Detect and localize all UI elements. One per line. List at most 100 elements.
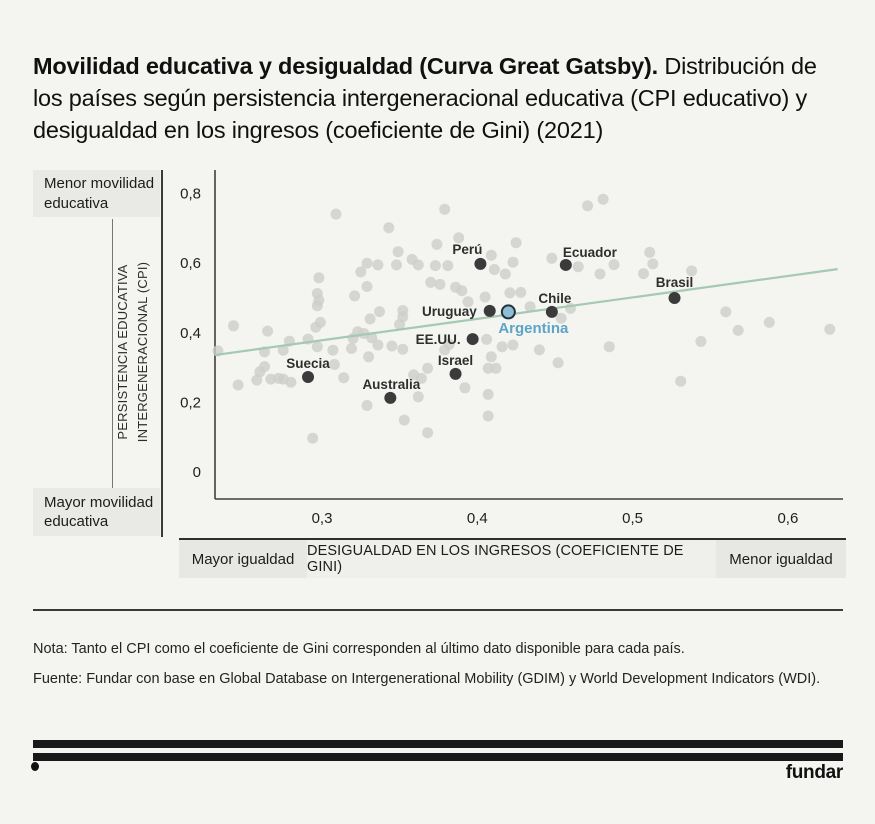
country-point [277, 344, 289, 356]
country-point [397, 343, 409, 355]
point-label-argentina: Argentina [498, 320, 569, 337]
country-point [499, 268, 511, 280]
source-text: Fuente: Fundar con base en Global Databa… [33, 671, 821, 687]
y-tick-label: 0,6 [180, 255, 201, 272]
point-label-eeuu: EE.UU. [416, 332, 461, 347]
highlight-point-argentina [500, 304, 516, 320]
country-point [386, 340, 398, 352]
country-point [504, 287, 516, 299]
country-point [311, 341, 323, 353]
country-point [374, 306, 385, 318]
labeled-point-israel [449, 367, 462, 380]
country-point [285, 376, 297, 388]
point-label-per: Perú [452, 242, 482, 257]
country-point [372, 259, 384, 271]
country-point [546, 252, 558, 264]
footer-divider [33, 609, 843, 611]
country-point [366, 332, 378, 344]
country-point [686, 265, 698, 277]
country-point [488, 264, 500, 275]
note-text: Nota: Tanto el CPI como el coeficiente d… [33, 641, 685, 657]
page-title: Movilidad educativa y desigualdad (Curva… [33, 50, 847, 147]
country-point [429, 260, 441, 272]
point-label-australia: Australia [362, 377, 420, 392]
y-axis-bracket-line [112, 219, 113, 488]
country-point [732, 324, 744, 336]
labeled-point-suecia [302, 370, 315, 383]
point-label-suecia: Suecia [286, 356, 330, 371]
brand-dot [31, 762, 39, 771]
x-tick-label: 0,4 [467, 510, 488, 527]
country-point [485, 351, 497, 363]
country-point [490, 362, 502, 374]
country-point [349, 290, 361, 302]
country-point [479, 291, 491, 303]
country-point [462, 296, 474, 308]
labeled-point-uruguay [483, 304, 496, 317]
country-point [453, 232, 465, 244]
y-axis-title: PERSISTENCIA EDUCATIVA INTERGENERACIONAL… [113, 262, 153, 442]
country-point [572, 261, 584, 273]
country-point [608, 259, 620, 271]
country-point [327, 344, 339, 356]
country-point [412, 259, 424, 271]
country-point [232, 379, 244, 391]
country-point [338, 372, 350, 384]
country-point [496, 341, 508, 353]
y-tick-label: 0,4 [180, 325, 201, 342]
label-mayor-igualdad: Mayor igualdad [179, 540, 307, 578]
country-point [228, 320, 239, 332]
country-point [824, 323, 836, 335]
country-point [415, 372, 427, 384]
country-point [459, 382, 471, 394]
country-point [431, 238, 443, 250]
country-point [695, 336, 707, 347]
country-point [507, 256, 519, 268]
country-point [647, 258, 659, 270]
country-point [422, 362, 434, 374]
scatter-plot: 0,8 0,6 0,4 0,2 0 0,3 0,4 0,5 0,6 Perú Ecuador Bras… [180, 170, 843, 527]
labeled-point-ecuador [559, 258, 572, 271]
country-point [363, 351, 375, 363]
label-mayor-movilidad: Mayor movilidad educativa [33, 488, 160, 536]
y-tick-label: 0,8 [180, 186, 201, 203]
country-point [482, 388, 494, 400]
country-point [638, 268, 649, 280]
country-point [346, 343, 357, 354]
country-point [720, 306, 732, 318]
country-point [251, 374, 263, 386]
country-point [328, 359, 340, 370]
x-tick-label: 0,6 [777, 510, 798, 527]
country-point [439, 203, 451, 215]
country-point [603, 341, 615, 353]
country-point [361, 257, 373, 269]
labeled-point-per [474, 257, 487, 270]
axis-divider-line [161, 170, 163, 537]
country-point [675, 375, 687, 387]
country-point [262, 325, 274, 337]
country-point [391, 259, 402, 271]
country-point [434, 278, 446, 290]
x-tick-label: 0,3 [312, 510, 333, 527]
country-point [361, 281, 373, 292]
country-point [443, 338, 455, 350]
country-point [311, 300, 323, 312]
fundar-logo: fundar [785, 762, 844, 783]
point-label-israel: Israel [438, 353, 473, 368]
label-menor-igualdad: Menor igualdad [716, 540, 846, 578]
country-point [510, 237, 522, 249]
country-point [524, 301, 536, 313]
title-regular: Distribución de los países según persist… [33, 53, 817, 144]
point-label-ecuador: Ecuador [563, 245, 618, 260]
country-point [597, 193, 609, 205]
y-axis-title-line2: INTERGENERACIONAL (CPI) [135, 261, 150, 443]
country-point [412, 391, 424, 403]
labeled-point-eeuu [466, 333, 479, 346]
x-axis-band: Mayor igualdad DESIGUALDAD EN LOS INGRES… [179, 538, 846, 578]
brand-bar-top [33, 740, 843, 748]
x-tick-label: 0,5 [622, 510, 643, 527]
country-point [482, 410, 494, 422]
country-point [313, 272, 325, 284]
country-point [361, 400, 373, 411]
y-tick-label: 0,2 [180, 394, 201, 411]
